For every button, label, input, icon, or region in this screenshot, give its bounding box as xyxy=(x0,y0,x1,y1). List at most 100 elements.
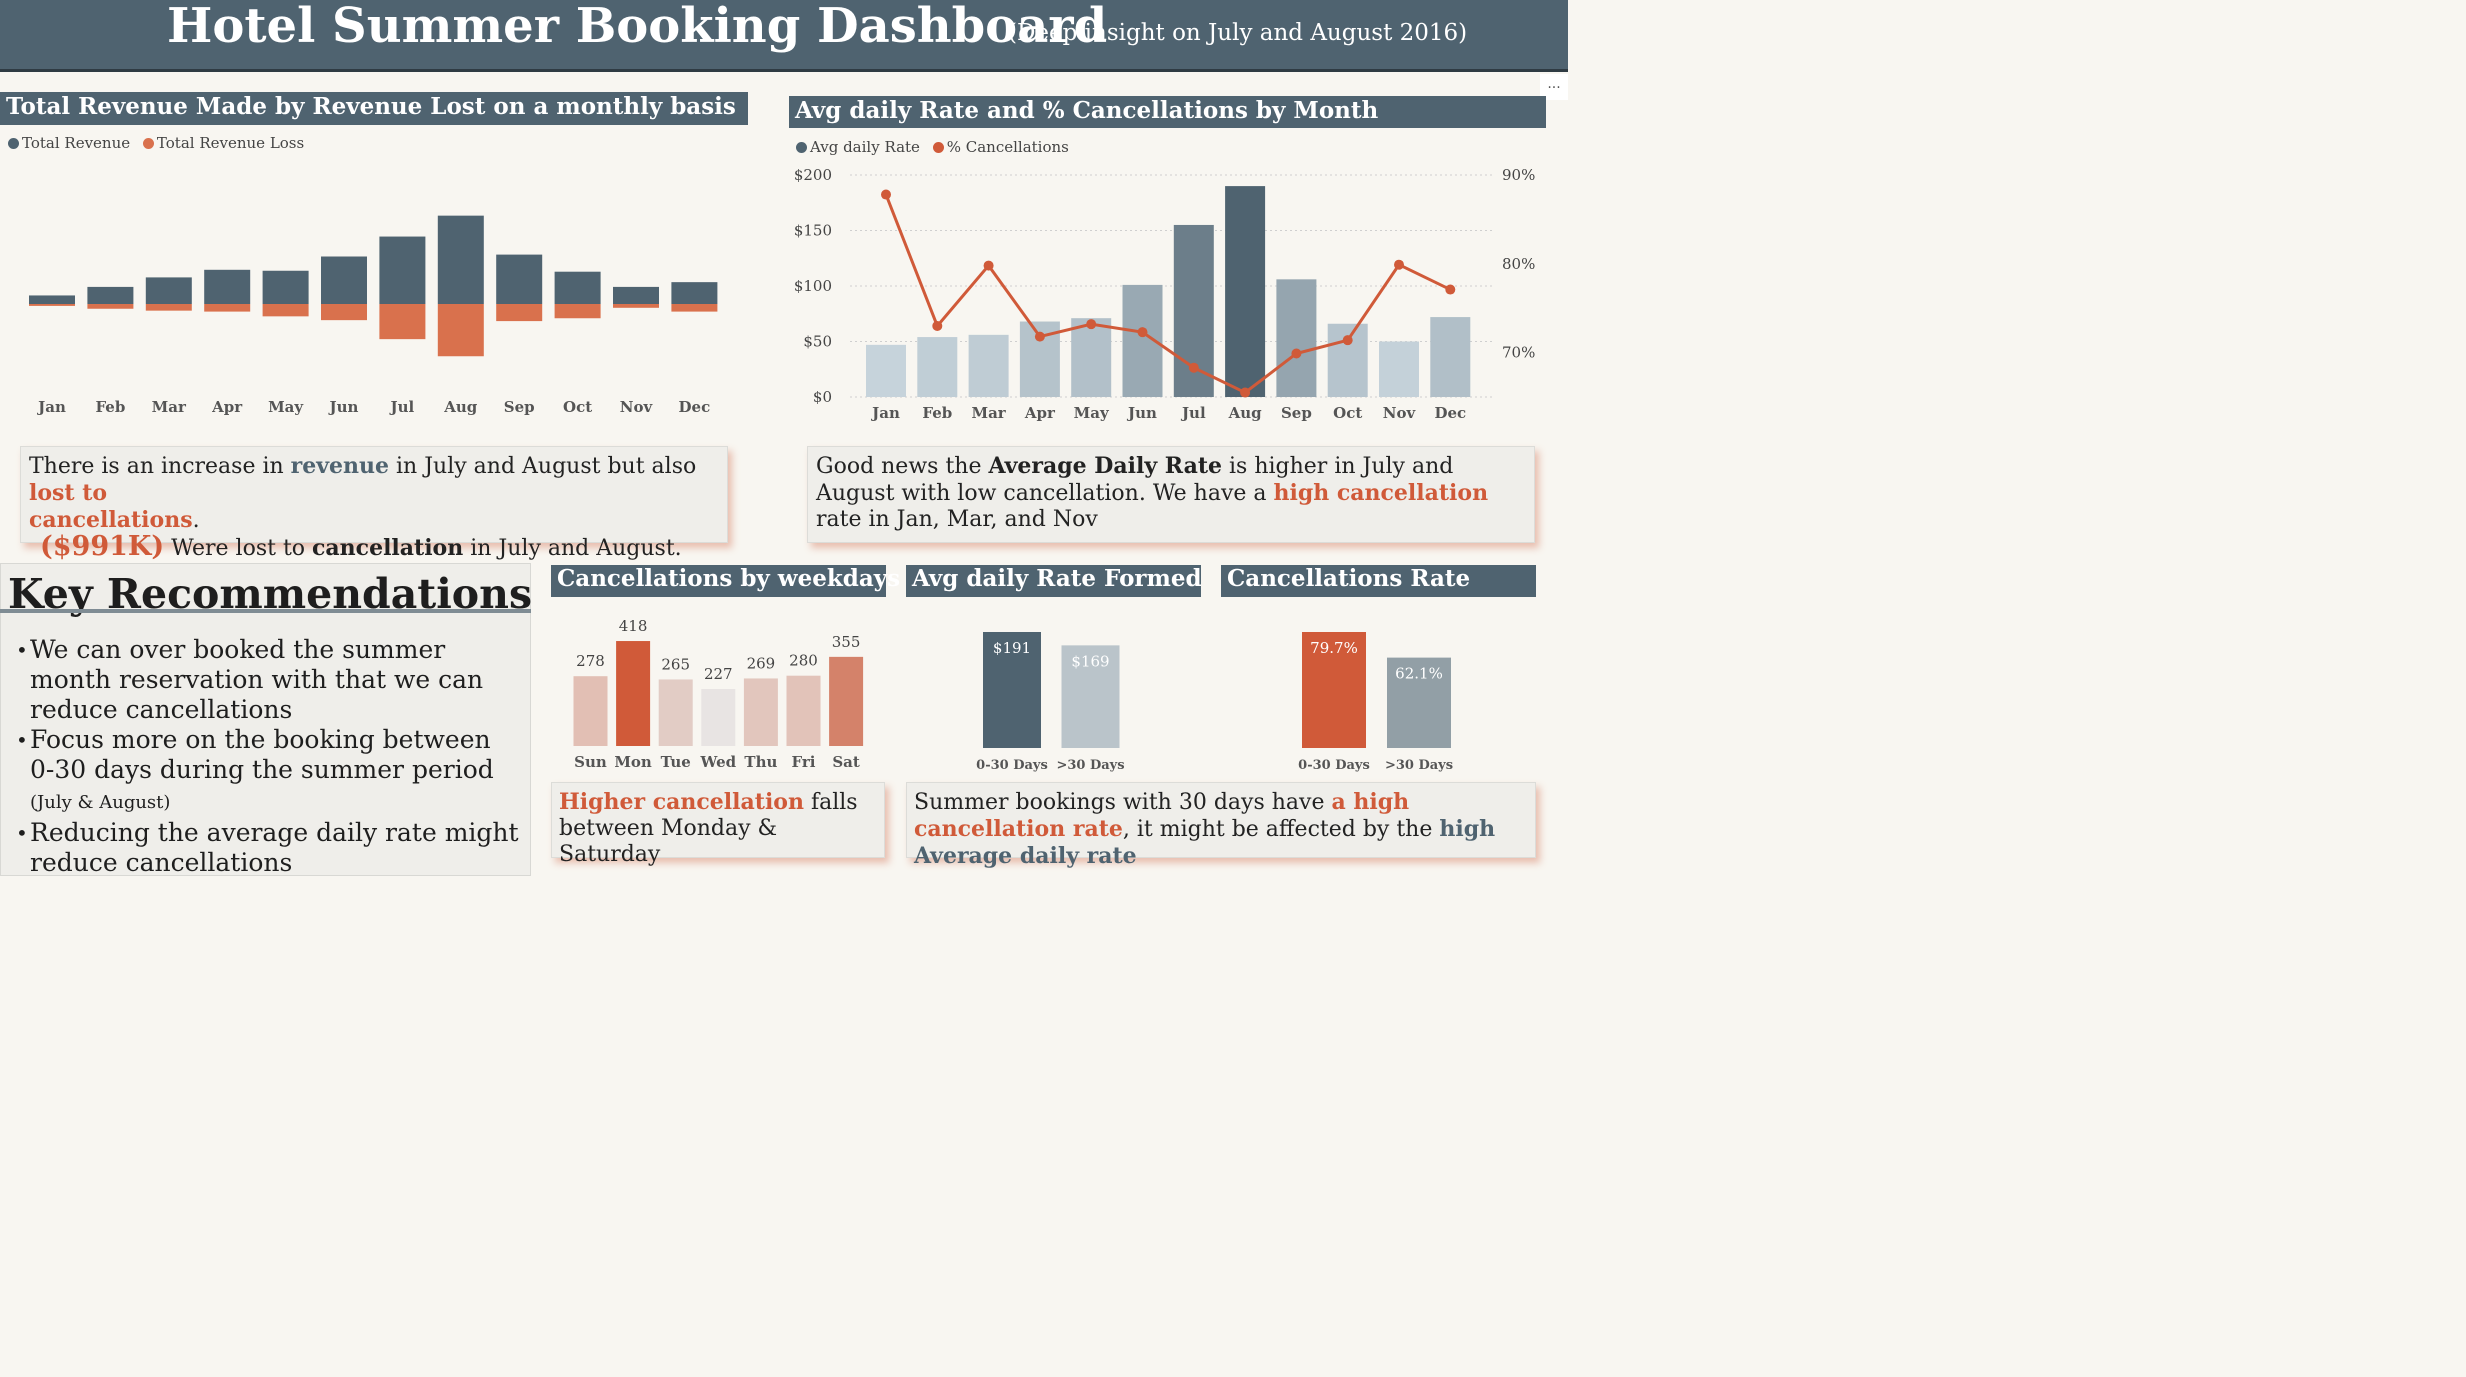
weekday-bar xyxy=(573,676,608,746)
recommendations-list: We can over booked the summer month rese… xyxy=(16,635,521,878)
more-options-icon[interactable]: ... xyxy=(1540,74,1568,100)
x-tick-label: Jul xyxy=(1180,404,1206,422)
revenue-loss-bar xyxy=(262,304,309,317)
note-highlight: lost to xyxy=(29,480,108,506)
cancellation-point xyxy=(1086,319,1097,330)
recommendation-text: Reducing the average daily rate might re… xyxy=(30,818,519,877)
legend-dot-icon xyxy=(932,142,944,153)
x-tick-label: Nov xyxy=(1383,404,1417,422)
adr-bar xyxy=(866,344,906,397)
note-text: Summer bookings with 30 days have xyxy=(914,790,1332,815)
recommendation-item: We can over booked the summer month rese… xyxy=(16,635,521,725)
revenue-loss-bar xyxy=(321,304,367,321)
x-tick-label: Dec xyxy=(1434,404,1466,422)
revenue-loss-bar xyxy=(204,304,251,312)
x-tick-label: Jan xyxy=(36,398,66,416)
adr-combo-chart[interactable]: $0 $50 $100 $150 $200 70% 80% 90% Jan Feb Mar Apr Ma… xyxy=(780,160,1560,435)
data-label: 265 xyxy=(661,655,690,673)
cancellation-point xyxy=(1188,362,1199,373)
cancellation-point xyxy=(1342,335,1353,346)
adr-formed-bar-chart[interactable]: $191 0-30 Days $169 >30 Days xyxy=(906,605,1201,775)
x-tick-label: Apr xyxy=(211,398,243,416)
cancel-rate-panel-title: Cancellations Rate xyxy=(1221,565,1536,597)
dashboard-header xyxy=(0,0,1568,72)
note-text: falls between Monday & Saturday xyxy=(559,790,858,867)
revenue-bar xyxy=(496,254,543,304)
x-tick-label: >30 Days xyxy=(1056,758,1124,773)
data-label: 62.1% xyxy=(1395,665,1443,683)
data-label: 418 xyxy=(619,617,648,635)
adr-formed-bar xyxy=(1061,645,1120,748)
adr-legend: Avg daily Rate % Cancellations xyxy=(796,138,1077,156)
revenue-insight-card: There is an increase in revenue in July … xyxy=(20,446,728,561)
x-tick-label: Sun xyxy=(574,753,607,771)
legend-dot-icon xyxy=(142,138,154,149)
x-tick-label: 0-30 Days xyxy=(1298,758,1370,773)
cancel-rate-bar-chart[interactable]: 79.7% 0-30 Days 62.1% >30 Days xyxy=(1221,605,1536,775)
x-tick-label: Feb xyxy=(95,398,125,416)
weekday-bar xyxy=(829,656,864,746)
adr-formed-panel-title: Avg daily Rate Formed xyxy=(906,565,1202,597)
y-tick-left: $50 xyxy=(803,333,832,351)
revenue-loss-bar xyxy=(437,304,484,357)
revenue-bar xyxy=(321,256,367,304)
revenue-loss-bar xyxy=(145,304,192,311)
note-text: , it might be affected by the xyxy=(1122,817,1440,842)
cancellation-line xyxy=(884,193,1451,395)
revenue-panel-title: Total Revenue Made by Revenue Lost on a … xyxy=(0,92,748,125)
x-tick-label: 0-30 Days xyxy=(976,758,1048,773)
x-tick-label: Jun xyxy=(328,398,359,416)
adr-bar xyxy=(1430,317,1471,397)
revenue-bar xyxy=(29,295,75,304)
weekday-bar xyxy=(658,679,693,746)
legend-dot-icon xyxy=(796,142,807,153)
x-tick-label: Tue xyxy=(661,753,691,771)
revenue-bar-chart[interactable]: Jan Feb Mar Apr May Jun Jul Aug Sep Oct Nov Dec xyxy=(0,150,760,430)
x-tick-label: Sep xyxy=(1281,404,1312,422)
x-tick-label: Apr xyxy=(1024,404,1056,422)
y-tick-left: $100 xyxy=(794,277,832,295)
note-text: Were lost to xyxy=(164,536,313,561)
x-tick-label: >30 Days xyxy=(1385,758,1453,773)
note-highlight: a high cancellation rate xyxy=(914,789,1410,842)
revenue-bar xyxy=(613,286,659,304)
revenue-bar xyxy=(671,282,718,304)
data-label: 227 xyxy=(704,665,733,683)
y-tick-right: 80% xyxy=(1502,255,1535,273)
legend-dot-icon xyxy=(8,138,19,149)
note-text: is higher in July and August with low ca… xyxy=(816,454,1454,506)
revenue-bar xyxy=(554,271,601,304)
data-label: 269 xyxy=(747,654,776,672)
note-highlight: Higher cancellation xyxy=(559,789,804,815)
adr-bar xyxy=(917,337,958,397)
recommendation-item: Reducing the average daily rate might re… xyxy=(16,818,521,878)
weekday-bar xyxy=(743,678,778,746)
cancellation-point xyxy=(1137,327,1148,338)
legend-avg-daily-rate[interactable]: Avg daily Rate xyxy=(796,138,920,156)
adr-bar xyxy=(1327,323,1368,397)
x-tick-label: Jul xyxy=(389,398,415,416)
x-tick-label: Thu xyxy=(744,753,777,771)
y-tick-left: $150 xyxy=(794,222,832,240)
adr-bar xyxy=(968,334,1009,397)
note-highlight: Average Daily Rate xyxy=(988,453,1223,479)
cancellation-point xyxy=(1394,259,1404,270)
cancellation-point xyxy=(983,260,994,271)
note-highlight: revenue xyxy=(290,453,390,479)
x-tick-label: Dec xyxy=(679,398,711,416)
weekday-bar xyxy=(616,641,651,746)
x-tick-label: Jan xyxy=(870,404,900,422)
adr-panel-title: Avg daily Rate and % Cancellations by Mo… xyxy=(789,96,1546,128)
adr-formed-bar xyxy=(983,632,1041,748)
cancellation-point xyxy=(1445,284,1456,295)
dashboard-title: Hotel Summer Booking Dashboard xyxy=(167,0,1108,54)
legend-total-revenue-loss[interactable]: Total Revenue Loss xyxy=(142,134,304,152)
x-tick-label: Sep xyxy=(504,398,535,416)
legend-total-revenue[interactable]: Total Revenue xyxy=(8,134,130,152)
x-tick-label: Aug xyxy=(443,398,478,416)
y-tick-left: $200 xyxy=(794,166,832,184)
legend-pct-cancellations[interactable]: % Cancellations xyxy=(932,138,1069,156)
revenue-loss-bar xyxy=(671,304,718,312)
weekday-bar-chart[interactable]: 278 Sun 418 Mon 265 Tue 227 Wed 269 Thu 280 Fri 355 S… xyxy=(551,605,886,775)
revenue-loss-bar xyxy=(29,304,75,306)
